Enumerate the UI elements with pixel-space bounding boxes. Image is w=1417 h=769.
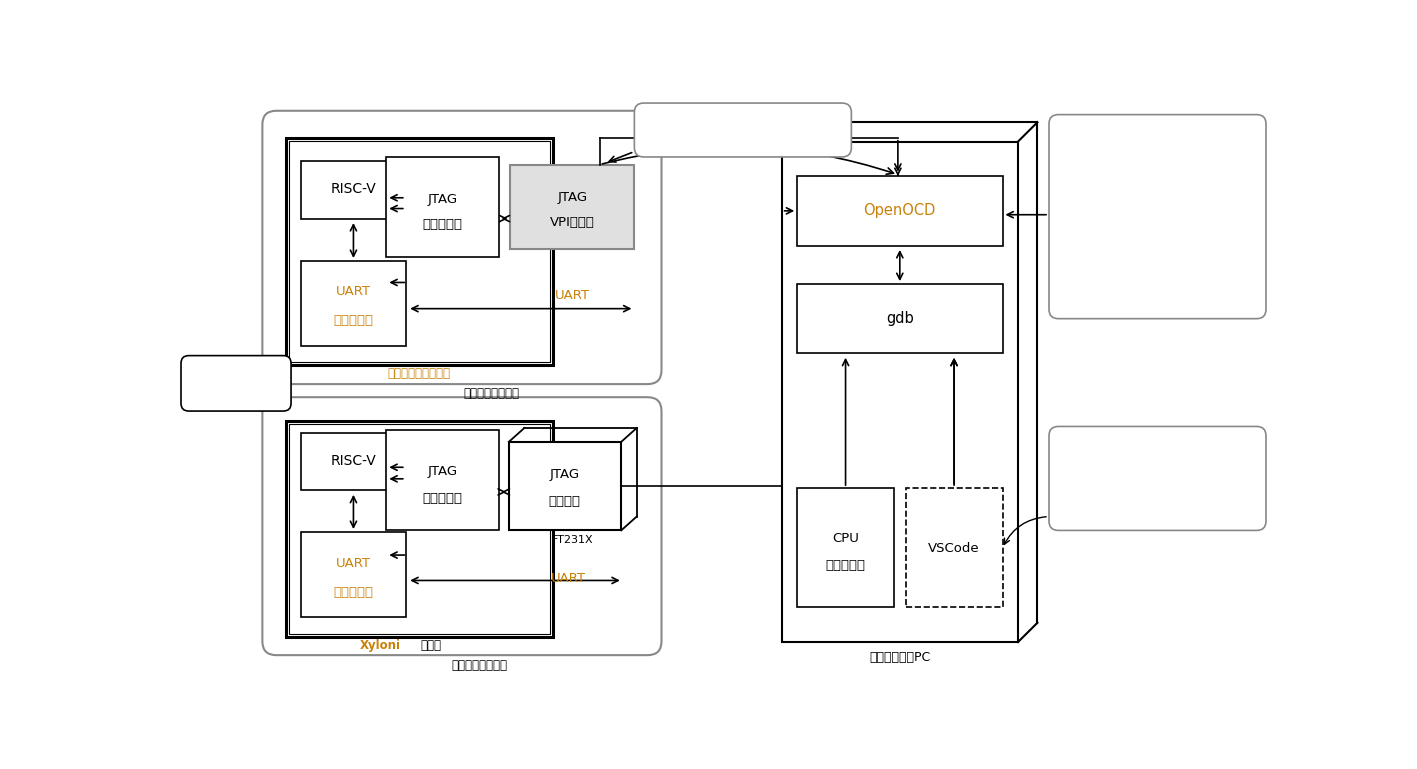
Bar [510, 165, 635, 249]
Text: UART: UART [336, 285, 371, 298]
Text: RISC-V: RISC-V [330, 182, 377, 196]
FancyBboxPatch shape [635, 103, 852, 157]
Text: アダプタ: アダプタ [548, 494, 581, 508]
Bar [798, 284, 1002, 353]
Text: JTAG: JTAG [428, 464, 458, 478]
Text: モジュール: モジュール [333, 314, 374, 327]
Text: VPIサーバ: VPIサーバ [550, 216, 595, 229]
Text: プログラム: プログラム [826, 558, 866, 571]
Bar [302, 161, 405, 218]
Text: UART: UART [551, 572, 587, 585]
Text: UART: UART [555, 289, 589, 302]
Bar [286, 421, 553, 637]
Text: をダンプできる: をダンプできる [718, 137, 767, 147]
Text: OpenOCDを起動する: OpenOCDを起動する [1112, 127, 1203, 137]
Bar [387, 431, 499, 531]
FancyBboxPatch shape [262, 398, 662, 655]
Text: シミュレータでは信号波形: シミュレータでは信号波形 [701, 116, 784, 126]
Text: UART: UART [336, 557, 371, 570]
Text: きる: きる [1151, 235, 1165, 245]
Text: FT231X: FT231X [551, 535, 594, 545]
Bar [798, 488, 894, 608]
Bar [782, 141, 1017, 642]
Bar [302, 532, 405, 617]
Text: ミュレータにもプロト: ミュレータにもプロト [1124, 191, 1192, 201]
Text: モジュール: モジュール [422, 218, 462, 231]
Text: 同じ構成で: 同じ構成で [218, 368, 254, 381]
Text: 環境のどちらで実行するかを: 環境のどちらで実行するかを [1112, 458, 1202, 468]
Text: シミュレータ環境: シミュレータ環境 [463, 387, 519, 400]
Text: シミュレータとプロトタイプ: シミュレータとプロトタイプ [1112, 437, 1202, 447]
Text: ボード: ボード [421, 639, 442, 652]
Bar [387, 157, 499, 257]
Text: モジュール: モジュール [333, 585, 374, 598]
Text: OpenOCD: OpenOCD [863, 203, 937, 218]
Text: RISC-V: RISC-V [330, 454, 377, 468]
Text: JTAG: JTAG [428, 193, 458, 206]
FancyArrowPatch shape [1005, 517, 1046, 544]
Text: VSCodeから制御できる: VSCodeから制御できる [1111, 480, 1203, 490]
Bar [286, 138, 553, 365]
Text: 実行できる: 実行できる [218, 391, 254, 404]
Text: JTAG: JTAG [550, 468, 580, 481]
Text: モジュール: モジュール [422, 491, 462, 504]
Text: タイプ環境にも接続で: タイプ環境にも接続で [1124, 213, 1192, 223]
Bar [302, 261, 405, 345]
Text: トップ・モジュール: トップ・モジュール [387, 367, 451, 380]
FancyBboxPatch shape [1049, 427, 1265, 531]
FancyArrowPatch shape [602, 147, 894, 175]
FancyBboxPatch shape [1049, 115, 1265, 318]
Text: CPU: CPU [832, 531, 859, 544]
Bar [289, 424, 550, 634]
Bar [509, 442, 621, 531]
Bar [905, 488, 1002, 608]
FancyBboxPatch shape [262, 111, 662, 384]
FancyBboxPatch shape [181, 355, 290, 411]
Text: コンフィグ・ファイル: コンフィグ・ファイル [1124, 148, 1192, 158]
Text: gdb: gdb [886, 311, 914, 326]
Text: を変更するだけで，シ: を変更するだけで，シ [1124, 170, 1192, 180]
Text: JTAG: JTAG [557, 191, 588, 205]
FancyArrowPatch shape [252, 367, 261, 394]
Text: Xyloni: Xyloni [360, 639, 401, 652]
Text: 開発用ホストPC: 開発用ホストPC [869, 651, 931, 664]
Bar [289, 141, 550, 361]
Bar [302, 433, 405, 491]
Bar [798, 176, 1002, 245]
Text: プロトタイプ環境: プロトタイプ環境 [452, 660, 507, 672]
Text: VSCode: VSCode [928, 541, 981, 554]
